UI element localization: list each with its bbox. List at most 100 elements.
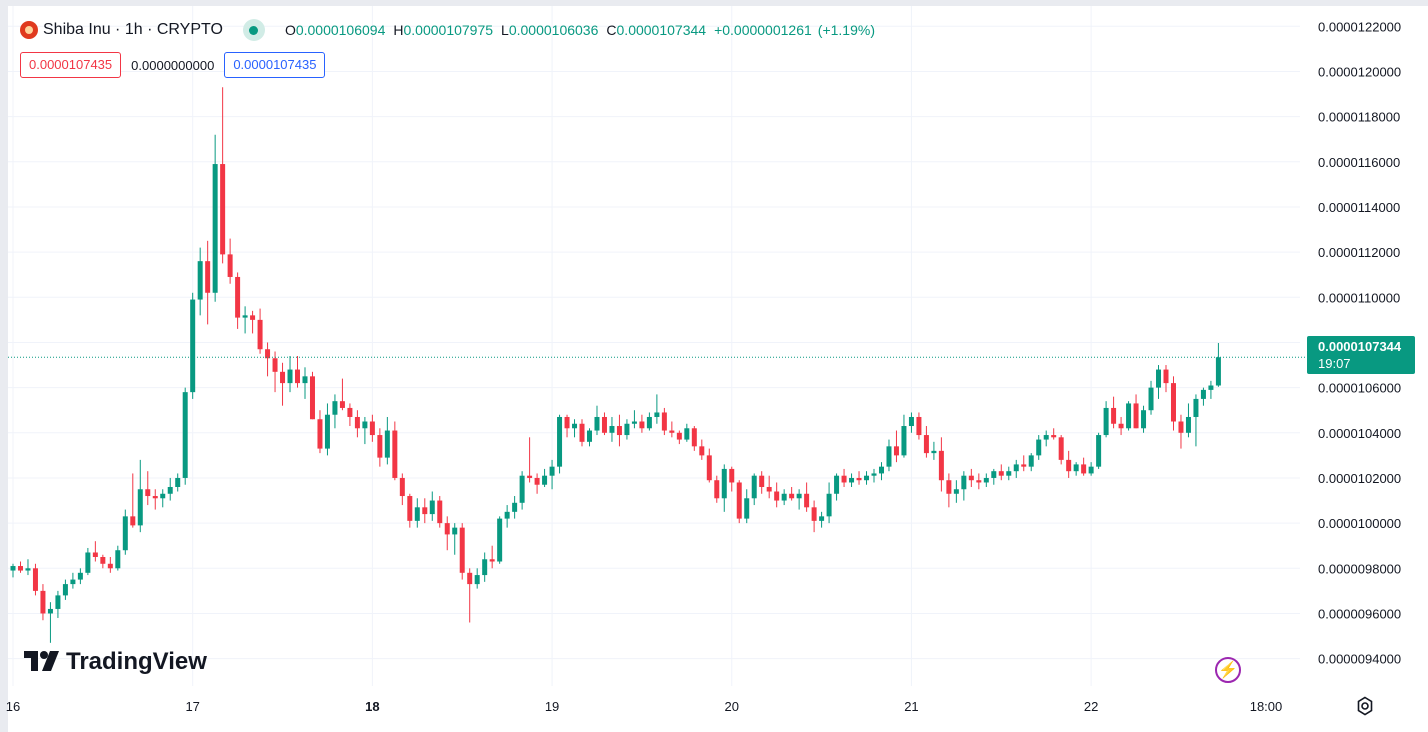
- sell-button[interactable]: 0.0000107435: [20, 52, 122, 78]
- candle: [849, 473, 855, 487]
- candle: [961, 471, 967, 501]
- market-open-dot-icon: [242, 19, 265, 41]
- candle: [47, 602, 53, 643]
- candle-body: [354, 416, 360, 429]
- candle-body: [631, 421, 637, 424]
- y-tick-label: 0.0000098000: [1318, 561, 1401, 576]
- symbol-title[interactable]: Shiba Inu · 1h · CRYPTO: [43, 21, 223, 38]
- candle: [1073, 462, 1079, 476]
- candle-body: [145, 489, 151, 497]
- candle: [25, 559, 31, 576]
- candle: [1006, 466, 1012, 481]
- candle: [250, 310, 256, 334]
- candle: [661, 407, 667, 436]
- candle: [624, 419, 630, 440]
- candle: [669, 421, 675, 438]
- candle-body: [1208, 385, 1214, 390]
- candle: [1036, 435, 1042, 460]
- candle: [1200, 387, 1206, 406]
- candle: [1170, 376, 1176, 431]
- candle: [1148, 380, 1154, 415]
- candle-body: [624, 423, 630, 436]
- window-top-border: [0, 0, 1428, 6]
- candle-body: [661, 412, 667, 431]
- candle: [834, 473, 840, 501]
- candle: [497, 516, 503, 564]
- candle: [804, 482, 810, 512]
- buy-button[interactable]: 0.0000107435: [224, 52, 326, 78]
- candle: [17, 561, 23, 573]
- tradingview-logo[interactable]: TradingView: [24, 648, 207, 676]
- candle-body: [1133, 403, 1139, 429]
- candle-body: [272, 358, 278, 372]
- candle-body: [1178, 421, 1184, 433]
- candle-body: [1103, 407, 1109, 436]
- candle: [1133, 394, 1139, 429]
- candle: [796, 489, 802, 510]
- x-tick-label: 22: [1084, 699, 1098, 714]
- candle: [190, 292, 196, 399]
- candle: [92, 541, 98, 562]
- candle-body: [706, 455, 712, 481]
- candle-body: [1148, 387, 1154, 411]
- settings-button[interactable]: [1353, 694, 1377, 718]
- candle: [1126, 401, 1132, 431]
- candle-body: [923, 435, 929, 454]
- grid-lines: [8, 6, 1300, 686]
- candle: [1141, 405, 1147, 433]
- y-tick-label: 0.0000120000: [1318, 64, 1401, 79]
- candle: [10, 563, 16, 578]
- candle-body: [564, 416, 570, 429]
- x-tick-label: 20: [725, 699, 739, 714]
- candle: [699, 439, 705, 460]
- candle: [601, 412, 607, 436]
- candle-body: [1200, 389, 1206, 399]
- lightning-icon[interactable]: ⚡: [1215, 657, 1241, 683]
- candle-body: [399, 477, 405, 497]
- ohlc-low-value: 0.0000106036: [508, 22, 599, 38]
- candle: [444, 516, 450, 551]
- y-tick-label: 0.0000096000: [1318, 606, 1401, 621]
- candle: [429, 491, 435, 521]
- candle-body: [549, 466, 555, 476]
- ohlc-low-label: L: [501, 22, 509, 38]
- candle: [1066, 450, 1072, 478]
- candle: [295, 356, 301, 388]
- candle: [137, 459, 143, 533]
- candle: [886, 439, 892, 472]
- candle: [864, 471, 870, 485]
- candle-body: [1073, 464, 1079, 472]
- candle: [145, 471, 151, 506]
- candle: [354, 410, 360, 438]
- candle-body: [586, 430, 592, 442]
- candle: [489, 545, 495, 569]
- shiba-inu-logo-icon[interactable]: [20, 21, 38, 39]
- candle-body: [1006, 471, 1012, 476]
- candle: [317, 410, 323, 454]
- candle-body: [1066, 459, 1072, 472]
- candle-body: [893, 446, 899, 456]
- candle: [55, 590, 61, 618]
- candle: [819, 511, 825, 528]
- candle: [1058, 435, 1064, 465]
- candle: [646, 412, 652, 431]
- candle-body: [856, 477, 862, 481]
- candle-body: [85, 552, 91, 573]
- candle: [40, 584, 46, 621]
- candle-body: [235, 276, 241, 318]
- candle-body: [871, 473, 877, 476]
- candle: [504, 505, 510, 528]
- candle-body: [377, 435, 383, 458]
- tradingview-mark-icon: [24, 651, 59, 671]
- candle-body: [789, 493, 795, 499]
- candle: [826, 482, 832, 524]
- candle: [467, 568, 473, 623]
- candle-body: [751, 475, 757, 499]
- candle-body: [422, 507, 428, 515]
- candle-body: [976, 480, 982, 483]
- candle: [953, 480, 959, 503]
- candle: [534, 473, 540, 494]
- candle: [474, 568, 480, 589]
- candle-body: [182, 392, 188, 478]
